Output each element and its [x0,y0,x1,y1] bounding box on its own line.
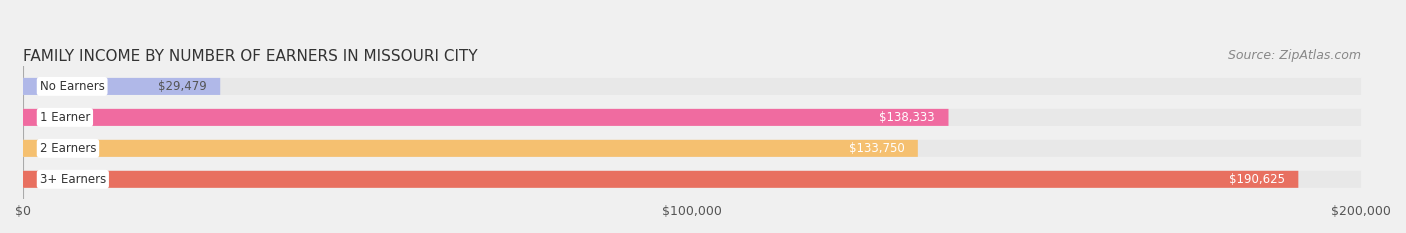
Text: Source: ZipAtlas.com: Source: ZipAtlas.com [1227,49,1361,62]
FancyBboxPatch shape [22,78,1361,95]
FancyBboxPatch shape [22,140,1361,157]
FancyBboxPatch shape [22,171,1361,188]
FancyBboxPatch shape [22,171,1298,188]
Text: $190,625: $190,625 [1229,173,1285,186]
Text: 1 Earner: 1 Earner [39,111,90,124]
Text: No Earners: No Earners [39,80,104,93]
Text: $138,333: $138,333 [880,111,935,124]
Text: FAMILY INCOME BY NUMBER OF EARNERS IN MISSOURI CITY: FAMILY INCOME BY NUMBER OF EARNERS IN MI… [22,49,478,64]
Text: $133,750: $133,750 [849,142,904,155]
FancyBboxPatch shape [22,140,918,157]
Text: $29,479: $29,479 [157,80,207,93]
Text: 2 Earners: 2 Earners [39,142,96,155]
FancyBboxPatch shape [22,78,221,95]
FancyBboxPatch shape [22,109,1361,126]
Text: 3+ Earners: 3+ Earners [39,173,105,186]
FancyBboxPatch shape [22,109,949,126]
